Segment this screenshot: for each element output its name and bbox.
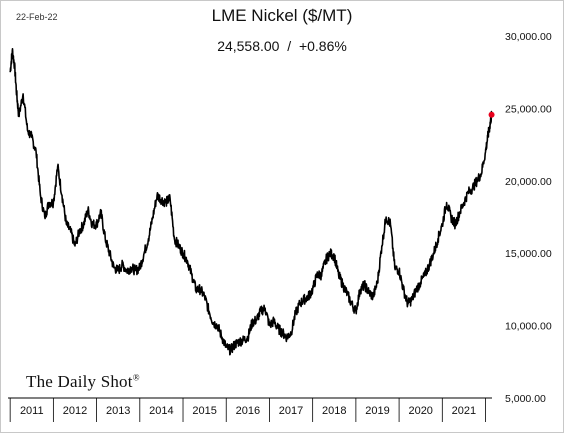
x-tick-label: 2021 <box>452 405 476 417</box>
chart-title: LME Nickel ($/MT) <box>211 6 353 25</box>
last-point-marker <box>488 111 495 118</box>
y-tick-label: 5,000.00 <box>505 393 546 405</box>
last-value: 24,558.00 <box>217 38 280 54</box>
x-tick-label: 2014 <box>149 405 173 417</box>
x-tick-label: 2011 <box>20 405 44 417</box>
logo-text: The Daily Shot <box>26 372 133 391</box>
daily-shot-logo: The Daily Shot® <box>26 372 140 392</box>
x-tick-label: 2012 <box>63 405 87 417</box>
y-tick-label: 30,000.00 <box>505 31 552 43</box>
y-tick-label: 10,000.00 <box>505 321 552 333</box>
x-tick-label: 2016 <box>236 405 260 417</box>
nickel-price-line <box>9 48 493 356</box>
y-tick-label: 20,000.00 <box>505 176 552 188</box>
logo-mark: ® <box>132 372 140 383</box>
x-tick-label: 2018 <box>322 405 346 417</box>
x-tick-label: 2013 <box>106 405 130 417</box>
x-tick-label: 2019 <box>365 405 389 417</box>
x-tick-label: 2015 <box>192 405 216 417</box>
x-tick-label: 2020 <box>408 405 432 417</box>
chart-subtitle: 24,558.00 / +0.86% <box>0 38 564 54</box>
y-tick-label: 25,000.00 <box>505 103 552 115</box>
y-tick-label: 15,000.00 <box>505 248 552 260</box>
x-tick-label: 2017 <box>279 405 303 417</box>
percent-change: +0.86% <box>298 38 347 54</box>
subtitle-separator: / <box>287 38 292 54</box>
date-label: 22-Feb-22 <box>16 12 58 22</box>
